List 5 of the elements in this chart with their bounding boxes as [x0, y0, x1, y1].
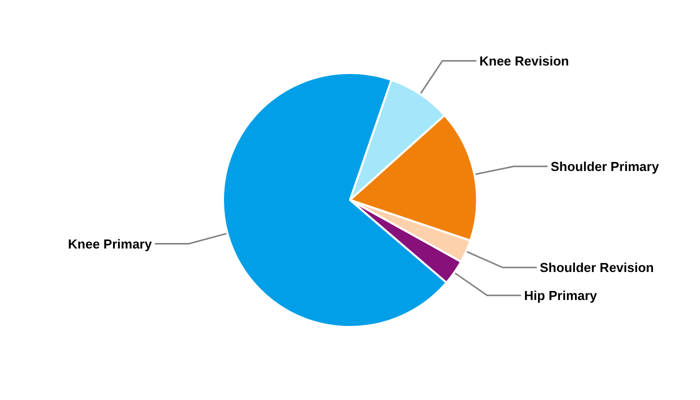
slice-label: Shoulder Primary — [550, 158, 660, 174]
slice-label: Shoulder Revision — [540, 260, 654, 276]
slice-label: Knee Revision — [479, 53, 570, 68]
slice-label: Knee Primary — [68, 236, 153, 252]
slice-label: Hip Primary — [524, 288, 598, 303]
